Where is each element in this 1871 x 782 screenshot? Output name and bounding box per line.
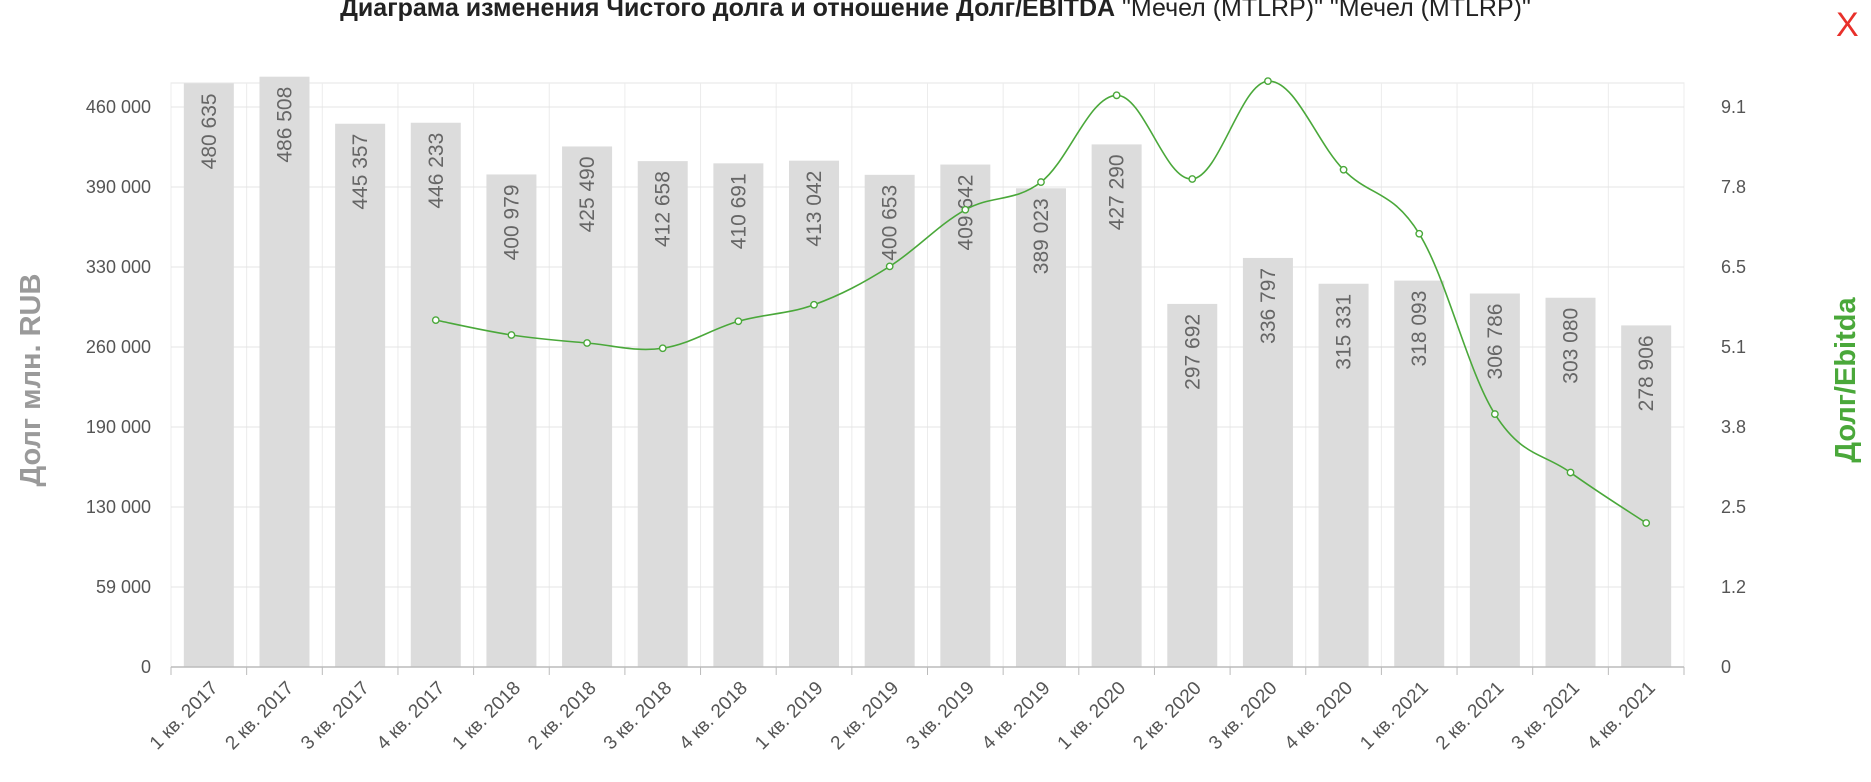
x-category-label: 4 кв. 2018 <box>675 678 751 754</box>
y-left-tick-label: 0 <box>141 657 151 677</box>
bar-value-label: 445 357 <box>349 134 372 210</box>
debt-ebitda-point <box>734 317 743 326</box>
debt-ebitda-point <box>1415 229 1424 238</box>
debt-ebitda-point <box>658 344 667 353</box>
x-category-label: 2 кв. 2019 <box>827 678 903 754</box>
bar <box>940 164 991 667</box>
bar-value-label: 413 042 <box>803 171 826 247</box>
y-right-tick-label: 2.5 <box>1721 497 1746 517</box>
x-category-label: 3 кв. 2017 <box>297 678 373 754</box>
debt-ebitda-point <box>1037 178 1045 186</box>
bar-value-label: 306 786 <box>1484 304 1507 380</box>
y-left-tick-label: 260 000 <box>86 337 151 357</box>
bar <box>713 163 764 667</box>
bar-value-label: 427 290 <box>1106 154 1129 230</box>
bar <box>183 83 234 668</box>
y-left-tick-label: 59 000 <box>96 577 151 597</box>
x-category-label: 1 кв. 2021 <box>1356 678 1432 754</box>
y-left-tick-label: 130 000 <box>86 497 151 517</box>
y-right-tick-label: 9.1 <box>1721 97 1746 117</box>
x-category-label: 3 кв. 2019 <box>902 678 978 754</box>
x-category-label: 2 кв. 2020 <box>1129 678 1205 754</box>
x-category-label: 2 кв. 2018 <box>524 678 600 754</box>
debt-ebitda-point <box>1112 91 1121 100</box>
bar-value-label: 297 692 <box>1181 314 1204 390</box>
bar <box>562 146 613 667</box>
bar-value-label: 410 691 <box>727 173 750 249</box>
bar-value-label: 400 653 <box>879 185 902 261</box>
x-category-label: 3 кв. 2021 <box>1508 678 1584 754</box>
y-left-tick-label: 330 000 <box>86 257 151 277</box>
debt-ebitda-point <box>1264 77 1272 86</box>
x-category-label: 3 кв. 2018 <box>600 678 676 754</box>
bar-value-label: 318 093 <box>1408 291 1431 367</box>
bar <box>335 123 386 667</box>
y-right-tick-label: 7.8 <box>1721 177 1746 197</box>
chart-title-rest: "Мечел (MTLRP)" "Мечел (MTLRP)" <box>1115 0 1531 22</box>
y-left-tick-label: 190 000 <box>86 417 151 437</box>
bar <box>789 160 840 667</box>
bar-value-label: 486 508 <box>273 87 296 163</box>
bar-value-label: 278 906 <box>1635 335 1658 411</box>
x-category-label: 1 кв. 2018 <box>449 678 525 754</box>
bar <box>637 161 688 667</box>
x-category-label: 1 кв. 2020 <box>1054 678 1130 754</box>
x-category-label: 4 кв. 2021 <box>1583 678 1659 754</box>
bar-value-label: 412 658 <box>652 171 675 247</box>
x-category-label: 4 кв. 2017 <box>373 678 449 754</box>
debt-ebitda-point <box>1642 519 1651 527</box>
close-button[interactable]: X <box>1836 6 1859 44</box>
x-category-label: 4 кв. 2020 <box>1281 678 1357 754</box>
y-right-tick-label: 6.5 <box>1721 257 1746 277</box>
y-right-axis-title: Долг/Ebitda <box>1830 297 1862 463</box>
bar <box>1015 188 1066 667</box>
y-right-tick-label: 3.8 <box>1721 417 1746 437</box>
bar <box>1318 283 1369 667</box>
bar <box>259 76 310 667</box>
x-category-label: 2 кв. 2021 <box>1432 678 1508 754</box>
bar <box>1545 297 1596 667</box>
y-right-tick-label: 5.1 <box>1721 337 1746 357</box>
bar-value-label: 315 331 <box>1333 294 1356 370</box>
bar <box>1091 144 1142 667</box>
debt-ebitda-point <box>583 339 591 347</box>
y-right-tick-label: 0 <box>1721 657 1731 677</box>
bar-value-label: 336 797 <box>1257 268 1280 344</box>
bar-value-label: 446 233 <box>425 133 448 209</box>
bar-value-label: 389 023 <box>1030 198 1053 274</box>
y-left-tick-label: 390 000 <box>86 177 151 197</box>
chart-title: Диаграма изменения Чистого долга и отнош… <box>0 0 1871 23</box>
x-category-label: 3 кв. 2020 <box>1205 678 1281 754</box>
bar-value-label: 303 080 <box>1560 308 1583 384</box>
debt-ebitda-point <box>885 262 894 271</box>
bar <box>486 174 537 667</box>
x-category-label: 2 кв. 2017 <box>222 678 298 754</box>
debt-ebitda-point <box>1339 165 1348 174</box>
debt-ebitda-point <box>507 331 516 339</box>
debt-ebitda-point <box>1188 175 1197 183</box>
y-left-tick-label: 460 000 <box>86 97 151 117</box>
bar <box>410 122 461 668</box>
bar <box>1394 280 1445 667</box>
x-category-label: 1 кв. 2019 <box>751 678 827 754</box>
y-left-axis-title: Долг млн. RUB <box>15 274 47 487</box>
debt-ebitda-point <box>961 205 970 214</box>
bar-value-label: 425 490 <box>576 156 599 232</box>
x-category-label: 1 кв. 2017 <box>146 678 222 754</box>
bar <box>864 174 915 668</box>
bar <box>1242 257 1293 667</box>
bar-value-label: 480 635 <box>198 93 221 169</box>
debt-ebitda-point <box>431 316 440 325</box>
chart-title-bold: Диаграма изменения Чистого долга и отнош… <box>340 0 1116 22</box>
bar <box>1469 293 1520 667</box>
debt-ebitda-point <box>1490 410 1499 418</box>
bar <box>1167 303 1218 667</box>
bar <box>1621 325 1672 667</box>
x-category-label: 4 кв. 2019 <box>978 678 1054 754</box>
y-right-tick-label: 1.2 <box>1721 577 1746 597</box>
bar-value-label: 400 979 <box>500 184 523 260</box>
debt-ebitda-point <box>1566 468 1575 477</box>
debt-ebitda-point <box>810 300 818 309</box>
